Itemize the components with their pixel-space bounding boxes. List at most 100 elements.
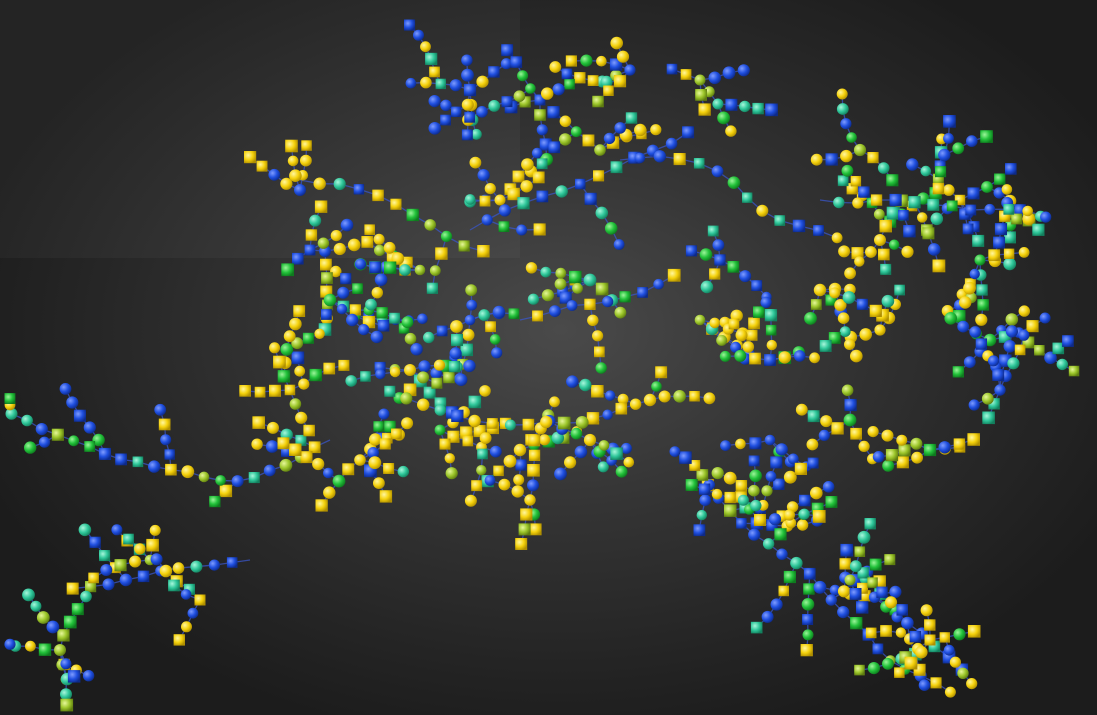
graph-node-circle [694,74,706,86]
graph-node-circle [445,467,458,480]
graph-node-circle [915,645,928,659]
graph-node-circle [853,143,867,157]
graph-node-square [869,558,882,571]
graph-node-circle [570,427,583,440]
graph-node-square [309,368,322,382]
graph-node-square [774,528,787,541]
graph-node-circle [822,481,835,493]
graph-node-circle [368,456,382,470]
graph-node-square [980,130,993,143]
graph-node-circle [613,239,625,250]
graph-node-square [168,579,180,592]
graph-node-circle [468,414,481,428]
graph-node-circle [420,41,431,53]
graph-node-circle [498,478,511,491]
graph-node-square [352,283,363,294]
graph-node-circle [295,411,308,424]
graph-node-square [774,215,786,226]
graph-node-circle [842,291,856,304]
graph-node-square [894,284,905,296]
graph-node-circle [841,164,854,177]
graph-node-circle [119,573,133,587]
graph-node-square [510,56,523,68]
graph-node-circle [874,234,886,246]
graph-node-square [165,463,177,476]
graph-node-circle [796,519,809,531]
graph-node-square [51,428,64,441]
graph-node-square [885,449,899,462]
graph-node-circle [433,359,446,371]
graph-node-circle [455,373,468,386]
graph-node-square [872,643,884,655]
graph-node-square [932,182,945,195]
graph-node-circle [413,29,424,41]
graph-node-circle [730,341,742,353]
graph-node-circle [54,644,66,656]
graph-node-square [927,198,940,211]
graph-node-circle [901,616,914,630]
graph-node-circle [787,453,799,465]
graph-node-square [295,434,307,446]
graph-node-circle [882,657,894,670]
graph-node-square [770,456,783,469]
graph-node-circle [92,433,105,447]
graph-node-square [534,94,546,106]
graph-node-square [73,409,86,422]
graph-node-circle [838,245,851,258]
graph-node-square [1068,365,1080,377]
graph-node-square [515,538,528,550]
graph-node-circle [30,600,42,612]
graph-node-circle [952,142,965,155]
graph-node-circle [187,607,199,619]
graph-node-circle [541,289,555,302]
graph-node-square [609,58,623,71]
graph-node-circle [424,219,437,231]
graph-node-circle [1001,184,1013,195]
graph-node-circle [476,106,488,118]
graph-node-circle [527,293,540,305]
graph-node-circle [208,559,220,571]
graph-node-square [924,634,936,646]
graph-node-circle [857,530,871,544]
graph-node-circle [418,360,431,373]
graph-node-circle [865,246,877,258]
graph-node-square [71,603,84,616]
graph-node-circle [491,347,503,359]
graph-node-circle [735,329,748,342]
graph-node-circle [373,477,385,489]
graph-node-circle [854,256,865,267]
graph-node-circle [66,396,79,409]
graph-node-circle [762,538,775,550]
graph-node-circle [764,434,776,446]
graph-node-square [698,483,711,495]
graph-node-square [277,437,290,450]
graph-node-circle [756,204,769,217]
graph-node-square [594,346,605,358]
graph-node-square [825,153,838,166]
graph-node-circle [963,356,976,368]
graph-node-circle [737,64,750,77]
graph-node-circle [604,390,616,401]
graph-node-circle [761,610,774,623]
graph-node-circle [829,584,841,596]
graph-node-square [384,261,397,274]
graph-node-circle [719,350,731,362]
graph-node-square [685,245,697,257]
graph-node-square [99,550,111,562]
graph-node-square [749,437,762,450]
graph-node-square [57,629,70,642]
graph-node-circle [464,314,476,326]
graph-node-square [610,161,623,174]
graph-node-circle [464,494,477,507]
graph-node-circle [570,126,582,138]
graph-node-circle [783,509,796,521]
graph-node-circle [617,393,629,405]
graph-node-circle [367,447,380,459]
graph-node-square [173,634,185,646]
graph-node-circle [564,456,577,469]
graph-node-square [559,291,572,304]
graph-node-circle [346,313,359,327]
graph-node-square [846,183,858,195]
graph-node-circle [60,688,72,701]
graph-node-square [289,443,302,456]
